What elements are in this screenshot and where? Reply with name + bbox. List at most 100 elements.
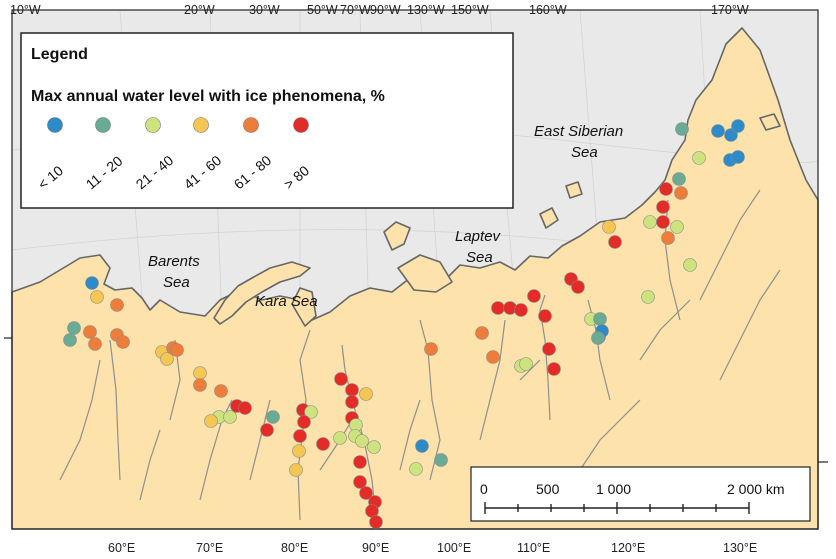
station-marker[interactable] [608, 235, 622, 249]
station-marker[interactable] [670, 220, 684, 234]
station-marker[interactable] [656, 215, 670, 229]
station-marker[interactable] [110, 298, 124, 312]
station-marker[interactable] [661, 231, 675, 245]
station-marker[interactable] [193, 378, 207, 392]
station-marker[interactable] [683, 258, 697, 272]
legend-swatch [145, 117, 161, 133]
station-marker[interactable] [547, 362, 561, 376]
station-marker[interactable] [643, 215, 657, 229]
station-marker[interactable] [593, 312, 607, 326]
station-marker[interactable] [519, 357, 533, 371]
sea-label-laptev-line2: Sea [466, 249, 493, 266]
station-marker[interactable] [223, 410, 237, 424]
station-marker[interactable] [316, 437, 330, 451]
station-marker[interactable] [475, 326, 489, 340]
station-marker[interactable] [674, 186, 688, 200]
station-marker[interactable] [266, 410, 280, 424]
station-points [63, 119, 745, 529]
station-marker[interactable] [345, 395, 359, 409]
scale-label-2000: 2 000 km [727, 481, 785, 497]
bottom-lon-label: 90°E [362, 541, 389, 555]
frame-ticks [4, 337, 828, 463]
station-marker[interactable] [514, 303, 528, 317]
station-marker[interactable] [434, 453, 448, 467]
station-marker[interactable] [672, 172, 686, 186]
top-lon-label: 130°W [407, 3, 445, 17]
top-lon-label: 160°W [529, 3, 567, 17]
station-marker[interactable] [359, 387, 373, 401]
station-marker[interactable] [353, 455, 367, 469]
station-marker[interactable] [571, 280, 585, 294]
bottom-lon-label: 130°E [723, 541, 757, 555]
legend-subtitle: Max annual water level with ice phenomen… [31, 88, 385, 105]
station-marker[interactable] [193, 366, 207, 380]
station-marker[interactable] [656, 200, 670, 214]
station-marker[interactable] [204, 414, 218, 428]
sea-label-east-siberian: East Siberian [534, 123, 623, 140]
station-marker[interactable] [538, 309, 552, 323]
top-lon-label: 170°W [711, 3, 749, 17]
station-marker[interactable] [85, 276, 99, 290]
station-marker[interactable] [353, 475, 367, 489]
station-marker[interactable] [692, 151, 706, 165]
station-marker[interactable] [334, 372, 348, 386]
station-marker[interactable] [333, 431, 347, 445]
station-marker[interactable] [160, 352, 174, 366]
station-marker[interactable] [424, 342, 438, 356]
bottom-lon-label: 80°E [281, 541, 308, 555]
station-marker[interactable] [659, 182, 673, 196]
bottom-lon-label: 70°E [196, 541, 223, 555]
station-marker[interactable] [527, 289, 541, 303]
station-marker[interactable] [170, 343, 184, 357]
top-lon-label: 150°W [451, 3, 489, 17]
station-marker[interactable] [260, 423, 274, 437]
bottom-lon-label: 100°E [437, 541, 471, 555]
station-marker[interactable] [304, 405, 318, 419]
top-lon-label: 20°W [184, 3, 215, 17]
station-marker[interactable] [724, 128, 738, 142]
bottom-longitude-labels: 60°E 70°E 80°E 90°E 100°E 110°E 120°E 13… [108, 541, 757, 555]
station-marker[interactable] [88, 337, 102, 351]
station-marker[interactable] [491, 301, 505, 315]
bottom-lon-label: 120°E [611, 541, 645, 555]
station-marker[interactable] [415, 439, 429, 453]
station-marker[interactable] [409, 462, 423, 476]
station-marker[interactable] [486, 350, 500, 364]
legend-swatch [293, 117, 309, 133]
station-marker[interactable] [63, 333, 77, 347]
station-marker[interactable] [116, 335, 130, 349]
station-marker[interactable] [359, 486, 373, 500]
station-marker[interactable] [641, 290, 655, 304]
sea-label-barents: Barents [148, 253, 200, 270]
station-marker[interactable] [711, 124, 725, 138]
station-marker[interactable] [731, 119, 745, 133]
station-marker[interactable] [238, 401, 252, 415]
station-marker[interactable] [602, 220, 616, 234]
legend-swatch [243, 117, 259, 133]
station-marker[interactable] [292, 444, 306, 458]
station-marker[interactable] [367, 440, 381, 454]
map-frame [11, 9, 819, 530]
station-marker[interactable] [355, 434, 369, 448]
station-marker[interactable] [83, 325, 97, 339]
top-lon-label: 30°W [249, 3, 280, 17]
bottom-lon-label: 110°E [517, 541, 550, 555]
bottom-lon-label: 60°E [108, 541, 135, 555]
station-marker[interactable] [345, 383, 359, 397]
station-marker[interactable] [293, 429, 307, 443]
top-lon-label: 50°W [307, 3, 338, 17]
scale-box [470, 466, 811, 522]
station-marker[interactable] [289, 463, 303, 477]
station-marker[interactable] [675, 122, 689, 136]
top-lon-label: 70°W [340, 3, 371, 17]
station-marker[interactable] [297, 415, 311, 429]
station-marker[interactable] [67, 321, 81, 335]
station-marker[interactable] [591, 331, 605, 345]
legend-swatch [47, 117, 63, 133]
station-marker[interactable] [731, 150, 745, 164]
station-marker[interactable] [369, 515, 383, 529]
station-marker[interactable] [90, 290, 104, 304]
scale-label-0: 0 [480, 481, 488, 497]
station-marker[interactable] [214, 384, 228, 398]
station-marker[interactable] [542, 342, 556, 356]
